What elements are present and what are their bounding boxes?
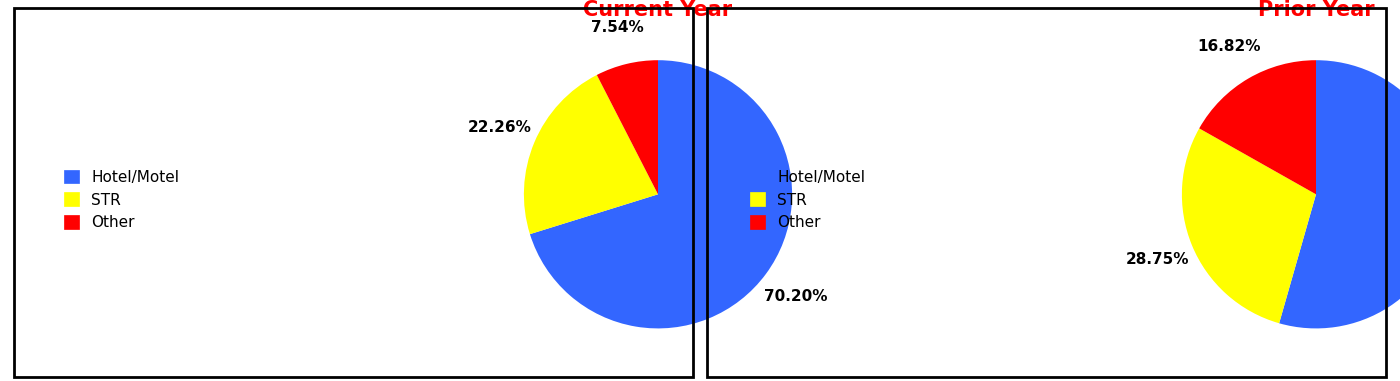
Wedge shape [524,75,658,234]
Text: 22.26%: 22.26% [468,120,532,135]
Title: Current Year: Current Year [584,0,732,19]
Legend: Hotel/Motel, STR, Other: Hotel/Motel, STR, Other [749,170,865,230]
Wedge shape [1200,60,1316,194]
Wedge shape [1280,60,1400,328]
Legend: Hotel/Motel, STR, Other: Hotel/Motel, STR, Other [63,170,179,230]
Text: 70.20%: 70.20% [764,288,827,304]
Wedge shape [1182,128,1316,323]
Wedge shape [531,60,792,328]
Text: 7.54%: 7.54% [591,20,644,35]
Wedge shape [596,60,658,194]
Title: Prior Year: Prior Year [1257,0,1375,19]
Text: 28.75%: 28.75% [1126,252,1189,267]
Text: 16.82%: 16.82% [1198,38,1261,54]
